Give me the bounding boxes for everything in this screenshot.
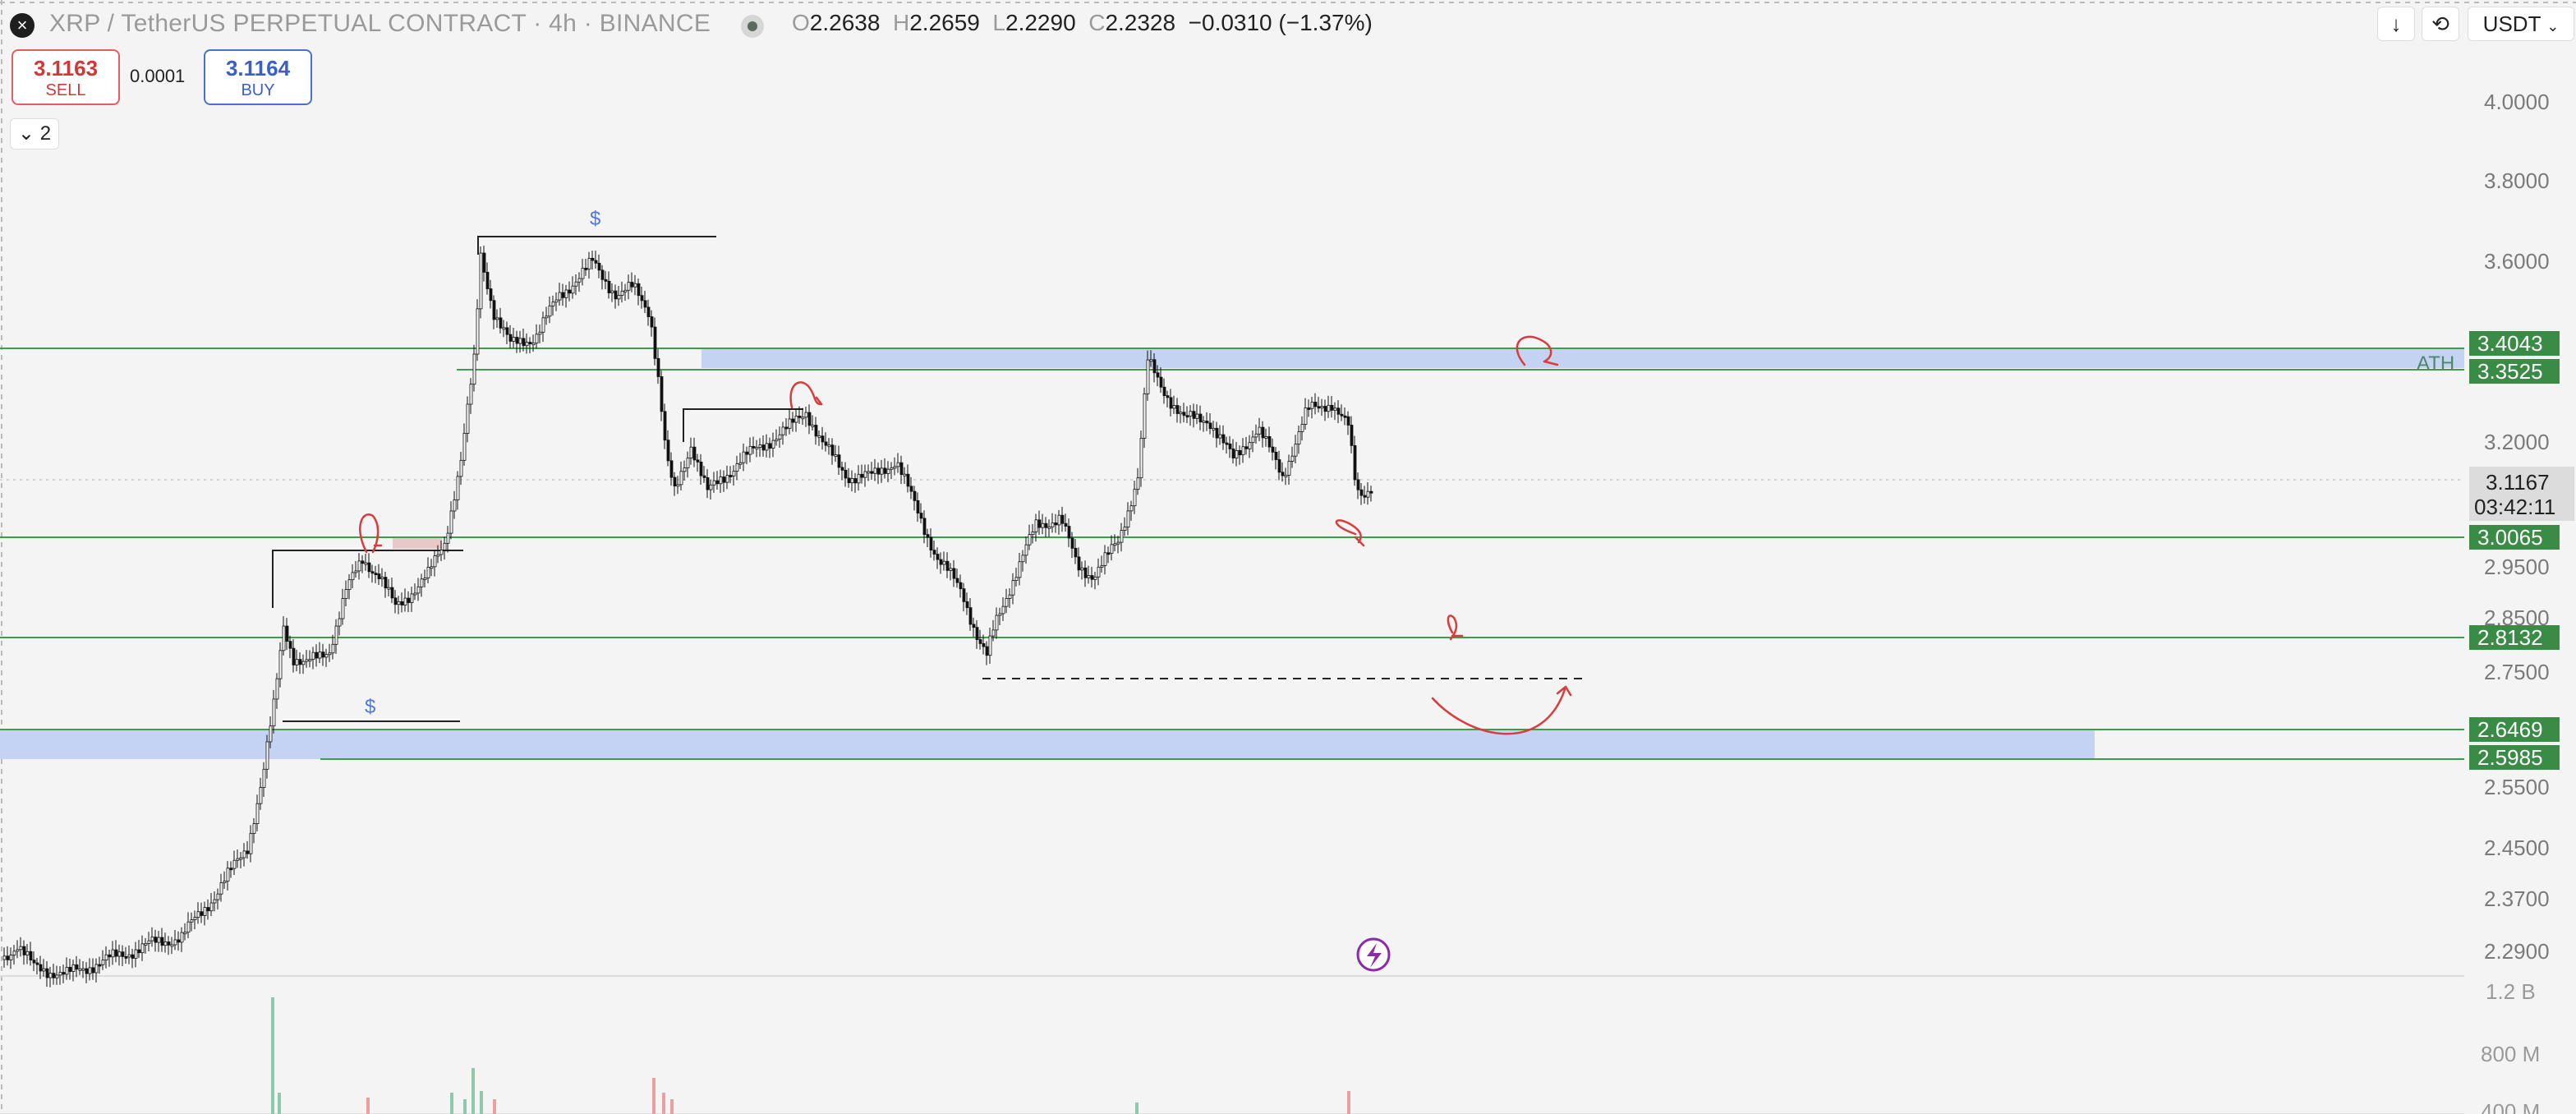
level-lines[interactable] (0, 348, 2464, 760)
level-tag: 3.3525 (2477, 359, 2543, 384)
level-tag-bg (2469, 745, 2560, 770)
close-icon[interactable]: × (10, 13, 34, 38)
level-tag-bg (2469, 359, 2560, 384)
price-tick: 2.9500 (2484, 555, 2550, 579)
candlesticks[interactable] (2, 246, 1373, 987)
price-tick: 4.0000 (2484, 90, 2550, 114)
level-tag: 2.5985 (2477, 745, 2543, 770)
close-value: 2.2328 (1105, 10, 1176, 35)
level-tag: 3.4043 (2477, 331, 2543, 356)
sell-price: 3.1163 (33, 56, 99, 81)
indicators-toggle[interactable]: ⌄ 2 (10, 118, 59, 150)
buy-price: 3.1164 (225, 56, 291, 81)
price-tick: 2.5500 (2484, 775, 2550, 799)
ohlc-legend: O2.2638 H2.2659 L2.2290 C2.2328 −0.0310 … (792, 10, 1373, 35)
ath-label: ATH (2417, 352, 2454, 375)
supply-zone (702, 348, 2464, 368)
price-tick: 2.4500 (2484, 836, 2550, 860)
liquidity-dollar-bottom: $ (365, 696, 375, 718)
change-value: −0.0310 (−1.37%) (1188, 10, 1373, 35)
high-value: 2.2659 (909, 10, 980, 35)
small-pink-zone (393, 537, 442, 549)
arrow-down-icon[interactable]: ↓ (2377, 7, 2415, 41)
buy-button[interactable]: 3.1164 BUY (204, 49, 312, 105)
price-tick: 2.3700 (2484, 886, 2550, 911)
level-tag-bg (2469, 525, 2560, 550)
price-axis[interactable]: 4.00003.80003.60003.20002.95002.85002.75… (2484, 90, 2550, 964)
currency-select[interactable]: USDT ⌄ (2468, 7, 2574, 41)
sell-button[interactable]: 3.1163 SELL (12, 49, 120, 105)
spread-value: 0.0001 (130, 66, 186, 86)
liquidity-dollar-top: $ (590, 208, 600, 230)
level-tags: 3.4043 3.3525 3.0065 2.8132 2.6469 2.5985 (2469, 331, 2560, 770)
level-tag-bg (2469, 717, 2560, 742)
lightning-icon[interactable] (1356, 937, 1391, 972)
price-tick: 3.6000 (2484, 249, 2550, 274)
level-tag-bg (2469, 331, 2560, 356)
current-price-tag (2469, 467, 2574, 521)
red-drawings (359, 335, 1572, 735)
reset-scale-icon[interactable]: ⟲ (2422, 7, 2459, 41)
volume-axis: 1.2 B 800 M 400 M (2481, 979, 2540, 1114)
range-boxes (272, 236, 803, 722)
open-value: 2.2638 (809, 10, 881, 35)
demand-zone (0, 730, 2095, 759)
volume-bars (271, 997, 1350, 1114)
svg-text:1.2 B: 1.2 B (2486, 979, 2536, 1004)
price-tick: 2.7500 (2484, 660, 2550, 684)
symbol-title[interactable]: XRP / TetherUS PERPETUAL CONTRACT · 4h ·… (49, 10, 711, 37)
buy-label: BUY (241, 81, 275, 99)
sell-label: SELL (45, 81, 86, 99)
price-tick: 3.2000 (2484, 430, 2550, 454)
svg-text:400 M: 400 M (2481, 1099, 2540, 1114)
chart-header: × XRP / TetherUS PERPETUAL CONTRACT · 4h… (0, 0, 2576, 49)
svg-text:800 M: 800 M (2481, 1042, 2540, 1066)
chevron-down-icon: ⌄ (2546, 18, 2560, 35)
current-price: 3.1167 (2486, 470, 2550, 495)
level-tag: 3.0065 (2477, 525, 2543, 550)
price-tick: 3.8000 (2484, 168, 2550, 193)
level-tag: 2.6469 (2477, 717, 2543, 742)
level-tag: 2.8132 (2477, 625, 2543, 650)
chevron-down-icon: ⌄ (17, 122, 35, 145)
price-tick: 2.2900 (2484, 939, 2550, 964)
level-tag-bg (2469, 625, 2560, 650)
status-dot-icon[interactable] (741, 15, 764, 38)
bar-countdown: 03:42:11 (2474, 495, 2555, 519)
low-value: 2.2290 (1005, 10, 1076, 35)
